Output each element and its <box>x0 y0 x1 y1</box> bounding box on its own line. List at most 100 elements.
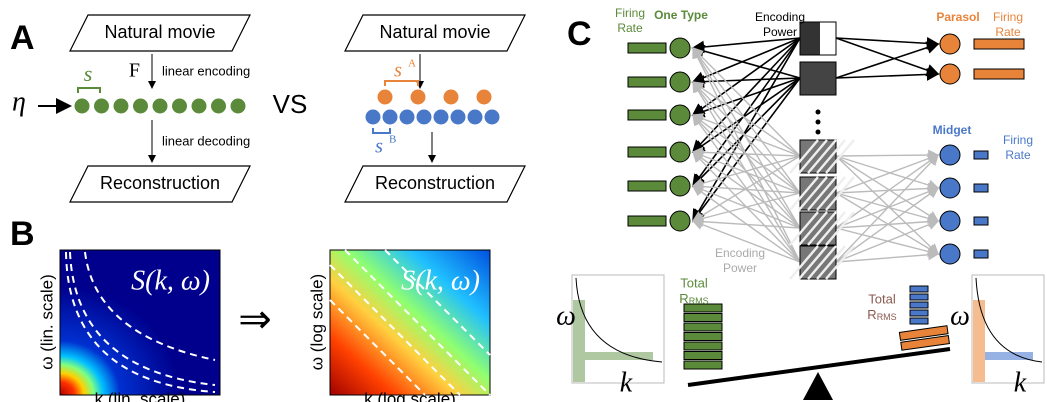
label: Parasol <box>936 10 979 24</box>
neuron <box>669 104 691 126</box>
connection <box>691 44 801 79</box>
filter <box>799 61 837 96</box>
label: Total <box>868 291 896 306</box>
stripe <box>825 245 855 280</box>
connection <box>835 36 940 50</box>
label: Reconstruction <box>375 173 495 193</box>
label: Firing <box>993 10 1023 24</box>
stripe <box>798 176 828 211</box>
curve <box>975 277 1043 363</box>
connection <box>835 155 940 191</box>
label: Firing <box>615 6 645 20</box>
label: VS <box>273 89 308 119</box>
contour <box>65 251 216 393</box>
stack-bar <box>683 303 723 313</box>
label: RMS <box>689 296 709 306</box>
connection <box>691 77 801 153</box>
contour <box>69 251 216 386</box>
rate-bar <box>973 249 989 259</box>
label: k <box>1014 367 1027 398</box>
connection <box>835 68 940 81</box>
neuron <box>467 109 483 125</box>
band <box>973 300 985 382</box>
rate-bar <box>627 180 667 192</box>
dot <box>815 119 821 125</box>
neuron <box>939 177 961 199</box>
connection <box>835 153 939 263</box>
neuron <box>191 98 207 114</box>
connection <box>835 187 940 263</box>
stack-bar <box>909 309 929 317</box>
rate-bar <box>627 146 667 158</box>
connection <box>835 149 940 161</box>
seesaw <box>687 347 951 387</box>
stack-bar <box>683 360 723 370</box>
label: Reconstruction <box>100 173 220 193</box>
plot-frame <box>971 274 1045 384</box>
connection <box>691 185 801 263</box>
label: B <box>389 134 396 146</box>
rate-bar <box>627 76 667 88</box>
filter <box>799 21 837 56</box>
label: S(k, ω) <box>401 265 480 296</box>
label: A <box>10 19 35 57</box>
connection <box>835 192 940 224</box>
neuron <box>939 243 961 265</box>
stripe <box>807 211 837 246</box>
neuron <box>410 89 426 105</box>
connection <box>691 151 801 229</box>
connection <box>691 219 801 263</box>
label: ω <box>950 300 970 331</box>
neuron <box>433 109 449 125</box>
bracket <box>372 128 391 134</box>
neuron <box>669 141 691 163</box>
band <box>585 352 653 360</box>
stripe <box>807 176 837 211</box>
band <box>573 300 585 382</box>
neuron <box>484 109 500 125</box>
label: Rate <box>617 21 643 35</box>
box <box>69 165 251 203</box>
rate-bar <box>627 42 667 54</box>
rate-bar <box>973 38 1025 50</box>
neuron <box>939 63 961 85</box>
contour <box>344 249 491 396</box>
label: k (log scale) <box>364 389 456 402</box>
label: Power <box>763 25 797 39</box>
connection <box>835 219 940 263</box>
label: ⇒ <box>238 298 272 342</box>
label: Encoding <box>715 246 765 260</box>
connection <box>692 150 801 263</box>
heatmap <box>329 249 491 396</box>
stripe <box>816 139 846 174</box>
connection <box>835 154 940 229</box>
box <box>69 14 251 52</box>
label: One Type <box>654 8 708 22</box>
neuron <box>94 98 109 114</box>
label: RMS <box>877 312 897 322</box>
neuron <box>399 109 415 125</box>
label: Total <box>680 275 708 290</box>
stripe <box>789 176 819 211</box>
neuron <box>172 98 187 114</box>
label: R <box>867 307 876 322</box>
connection <box>691 75 801 88</box>
rate-bar <box>627 215 667 227</box>
stack-bar <box>683 351 723 360</box>
stack-bar <box>683 341 723 351</box>
label: ω <box>556 300 576 331</box>
stripe <box>825 139 855 174</box>
connection <box>692 46 801 263</box>
connection <box>835 182 940 195</box>
fulcrum <box>803 372 833 400</box>
stripe <box>816 245 846 280</box>
axis-label: ω (lin. scale) <box>37 274 56 369</box>
dot <box>815 109 821 115</box>
axis-label: ω (log scale) <box>307 274 326 370</box>
stripe <box>789 139 819 174</box>
stack-bar <box>909 293 929 301</box>
rate-bar <box>973 216 989 226</box>
connection <box>835 192 940 255</box>
box <box>344 14 526 52</box>
label: k <box>620 367 633 398</box>
